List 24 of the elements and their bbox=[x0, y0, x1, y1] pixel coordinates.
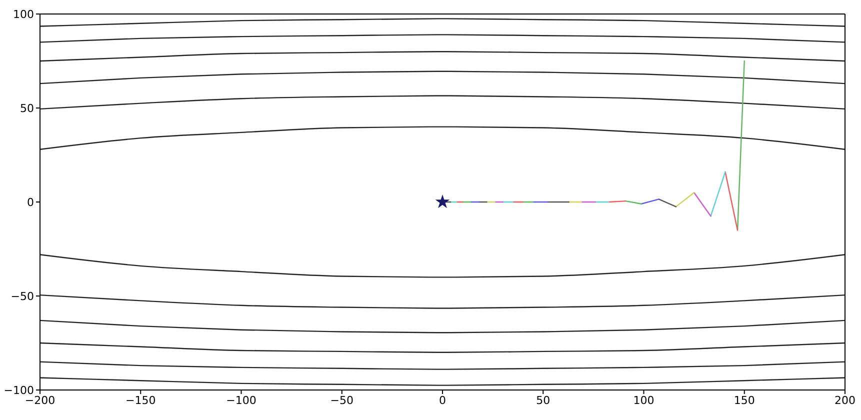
y-tick-label: 0 bbox=[27, 196, 34, 209]
y-tick-label: 100 bbox=[13, 8, 34, 21]
x-tick-label: 200 bbox=[834, 394, 856, 407]
x-tick-label: 150 bbox=[734, 394, 755, 407]
line-series bbox=[40, 294, 845, 309]
x-tick-label: −150 bbox=[126, 394, 156, 407]
line-series bbox=[40, 18, 845, 27]
line-series bbox=[40, 361, 845, 370]
y-tick-label: −50 bbox=[10, 290, 34, 303]
y-tick-label: 50 bbox=[20, 102, 34, 115]
line-series bbox=[40, 320, 845, 334]
x-tick-label: 100 bbox=[633, 394, 654, 407]
x-tick-label: 50 bbox=[536, 394, 550, 407]
line-series bbox=[40, 126, 845, 150]
line-series bbox=[40, 377, 845, 386]
line-series bbox=[40, 254, 845, 278]
x-tick-label: 0 bbox=[439, 394, 446, 407]
x-tick-label: −100 bbox=[226, 394, 256, 407]
line-series bbox=[40, 95, 845, 110]
line-series bbox=[40, 70, 845, 84]
line-series bbox=[40, 34, 845, 43]
line-series bbox=[40, 51, 845, 62]
x-tick-label: −50 bbox=[330, 394, 354, 407]
line-series bbox=[40, 342, 845, 353]
